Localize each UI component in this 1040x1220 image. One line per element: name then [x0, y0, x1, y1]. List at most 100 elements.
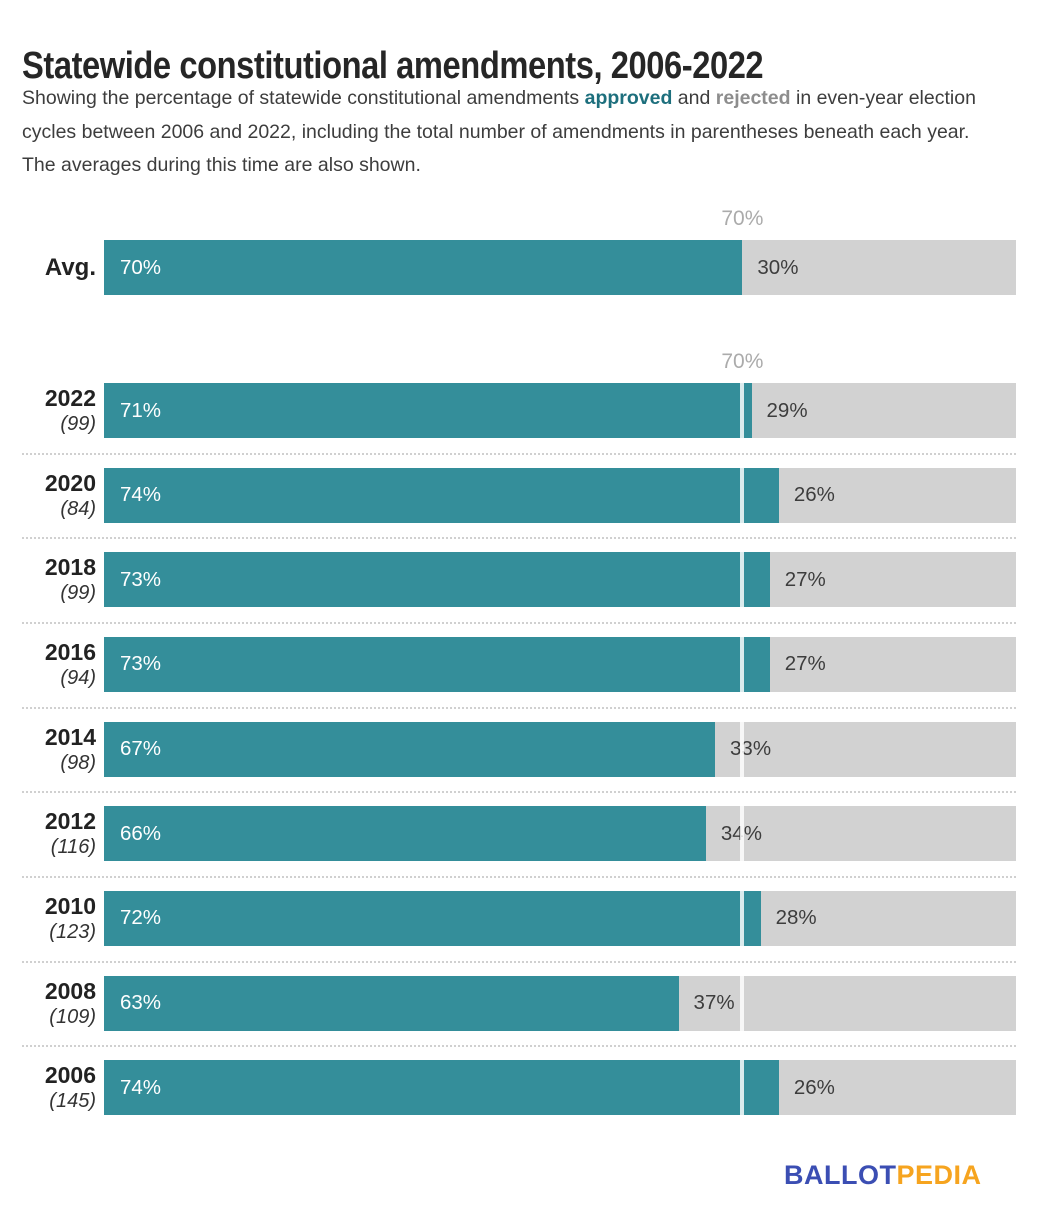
approved-value-label: 74%	[120, 483, 162, 507]
reference-line	[740, 552, 745, 608]
approved-value-label: 74%	[120, 1075, 162, 1099]
amendment-count: (109)	[49, 1005, 96, 1028]
bar-row: 2010 (123) 72% 28%	[0, 890, 1040, 946]
reference-line	[740, 721, 745, 777]
amendment-count: (99)	[60, 413, 96, 435]
reference-line	[740, 1060, 745, 1116]
reference-line-label: 70%	[721, 350, 764, 373]
chart-title: Statewide constitutional amendments, 200…	[22, 45, 764, 88]
row-separator	[22, 452, 1016, 455]
rejected-segment: 26%	[778, 467, 1016, 523]
rejected-segment: 27%	[769, 636, 1016, 692]
stacked-bar: 66% 34%	[104, 806, 1016, 862]
reference-line	[740, 975, 745, 1031]
approved-value-label: 70%	[120, 255, 162, 279]
year-label: 2012 (116)	[0, 808, 96, 860]
rejected-value-label: 26%	[793, 1075, 835, 1099]
stacked-bar: 71% 29%	[104, 383, 1016, 438]
rejected-segment: 26%	[778, 1060, 1016, 1116]
year-label: 2008 (109)	[0, 978, 96, 1030]
average-row-label: Avg.	[44, 254, 96, 281]
rejected-keyword: rejected	[715, 87, 791, 109]
chart-subtitle: Showing the percentage of statewide cons…	[22, 82, 982, 183]
year-text: 2022	[44, 385, 96, 411]
reference-line	[740, 636, 745, 692]
rejected-segment: 33%	[715, 721, 1016, 777]
bar-row: 2006 (145) 74% 26%	[0, 1060, 1040, 1116]
approved-value-label: 71%	[120, 398, 162, 422]
approved-value-label: 72%	[120, 906, 162, 930]
row-separator	[22, 1045, 1016, 1048]
rejected-value-label: 33%	[730, 737, 772, 761]
year-label: 2020 (84)	[0, 470, 96, 522]
bar-row: 2012(116) 66% 34%	[0, 806, 1040, 862]
subtitle-text-1: Showing the percentage of statewide cons…	[22, 87, 585, 109]
subtitle-text-3: in even-year election cycles between 200…	[22, 87, 976, 176]
rejected-segment: 29%	[751, 383, 1016, 438]
rejected-segment: 30%	[742, 240, 1016, 295]
stacked-bar: 73% 27%	[104, 636, 1016, 692]
rejected-segment: 34%	[705, 806, 1016, 862]
amendment-count: (116)	[50, 836, 96, 859]
approved-value-label: 73%	[120, 652, 162, 676]
approved-segment: 72%	[104, 890, 761, 946]
row-separator	[22, 706, 1016, 709]
year-text: 2006	[44, 1062, 96, 1089]
reference-line	[740, 467, 745, 523]
bar-row: 2014 (98) 67% 33%	[0, 721, 1040, 777]
approved-keyword: approved	[584, 87, 673, 109]
reference-line-label: 70%	[721, 207, 764, 230]
stacked-bar: 74% 26%	[104, 467, 1016, 523]
year-text: 2020	[44, 469, 96, 496]
amendment-count: (98)	[60, 751, 96, 774]
rejected-segment: 37%	[678, 975, 1016, 1031]
rejected-value-label: 30%	[757, 255, 799, 279]
row-separator	[22, 875, 1016, 878]
row-separator	[22, 537, 1016, 540]
approved-segment: 63%	[104, 975, 679, 1031]
amendment-count: (84)	[60, 497, 96, 520]
row-separator	[22, 621, 1016, 624]
rejected-value-label: 26%	[793, 483, 835, 507]
bar-row: 2022 (99) 71% 29%	[0, 383, 1040, 438]
year-text: 2016	[44, 638, 96, 665]
row-separator	[22, 960, 1016, 963]
approved-segment: 67%	[104, 721, 716, 777]
year-label: 2022 (99)	[0, 385, 96, 437]
logo-pedia-text: PEDIA	[896, 1160, 982, 1190]
year-text: 2010	[44, 892, 96, 919]
rejected-value-label: 34%	[706, 822, 762, 846]
logo-ballot-text: BALLOT	[784, 1160, 897, 1190]
rejected-value-label: 27%	[784, 567, 826, 591]
ballotpedia-logo: BALLOTPEDIA	[784, 1160, 982, 1191]
approved-segment: 71%	[104, 383, 752, 438]
year-text: 2014	[44, 723, 96, 750]
year-label: 2006 (145)	[0, 1062, 96, 1114]
amendment-count: (123)	[49, 920, 96, 943]
approved-segment: 66%	[104, 806, 706, 862]
rejected-segment: 27%	[769, 552, 1016, 608]
approved-segment: 73%	[104, 552, 770, 608]
amendment-count: (94)	[60, 666, 96, 689]
stacked-bar: 70% 30%	[104, 240, 1016, 295]
year-text: 2018	[44, 554, 96, 581]
rejected-value-label: 37%	[693, 991, 735, 1015]
approved-segment: 74%	[104, 1060, 779, 1116]
average-bar-row: Avg. 70% 30%	[0, 240, 1040, 295]
amendment-count: (99)	[60, 582, 96, 605]
stacked-bar: 67% 33%	[104, 721, 1016, 777]
approved-value-label: 73%	[120, 567, 162, 591]
approved-value-label: 67%	[120, 737, 162, 761]
approved-segment: 73%	[104, 636, 770, 692]
stacked-bar: 72% 28%	[104, 890, 1016, 946]
approved-segment: 70%	[104, 240, 743, 295]
amendment-count: (145)	[49, 1090, 96, 1113]
rejected-value-label: 27%	[784, 652, 826, 676]
year-label: 2014 (98)	[0, 724, 96, 776]
bar-row: 2018 (99) 73% 27%	[0, 552, 1040, 608]
stacked-bar: 74% 26%	[104, 1060, 1016, 1116]
row-separator	[22, 791, 1016, 794]
reference-line	[740, 890, 745, 946]
